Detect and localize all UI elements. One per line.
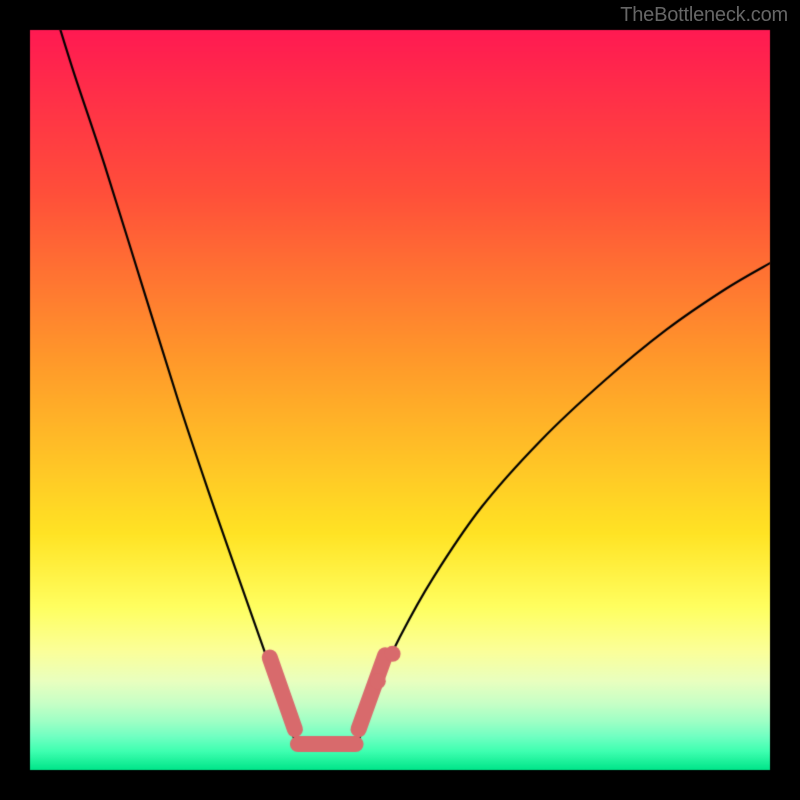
- bottleneck-chart: TheBottleneck.com: [0, 0, 800, 800]
- bottleneck-curve: [0, 0, 800, 800]
- watermark-text: TheBottleneck.com: [620, 4, 788, 27]
